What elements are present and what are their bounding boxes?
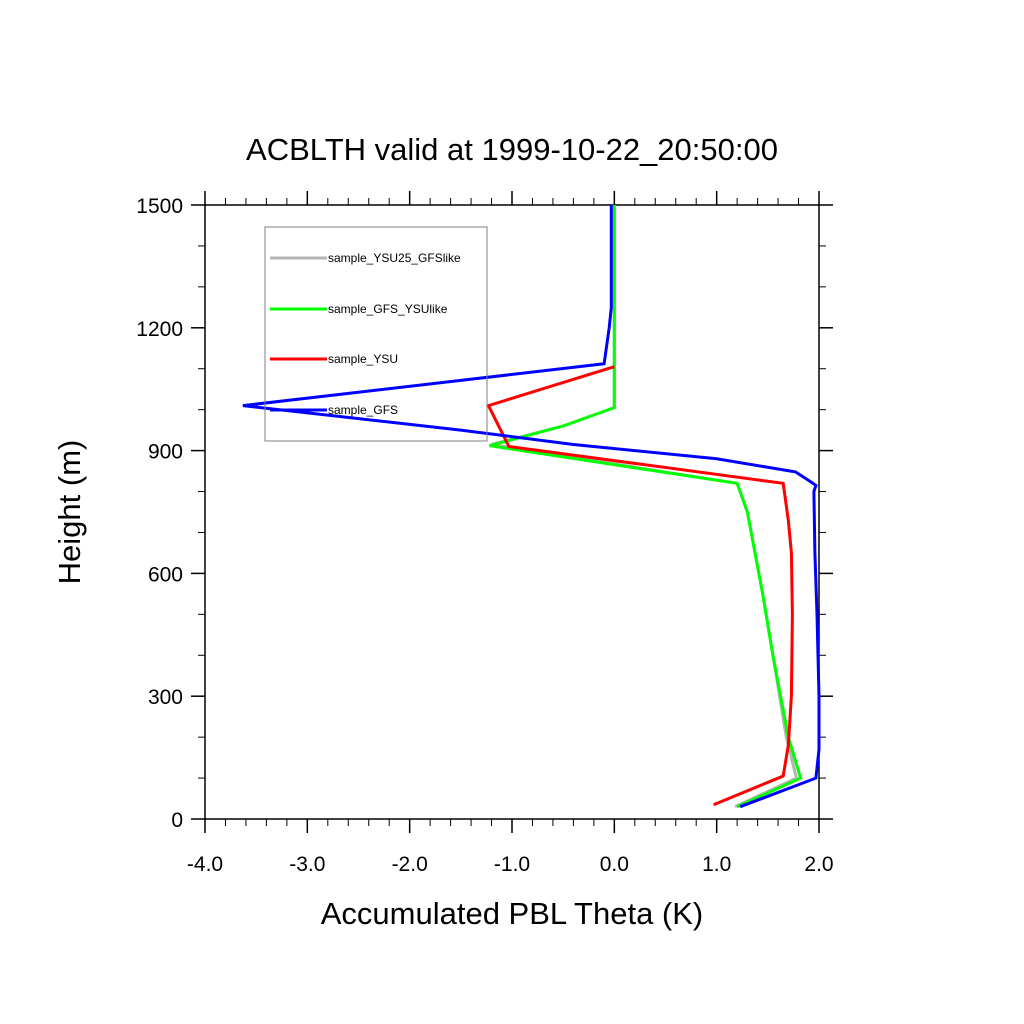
chart-title: ACBLTH valid at 1999-10-22_20:50:00 xyxy=(246,132,778,167)
series-line-sample_GFS xyxy=(242,205,821,809)
y-tick-label: 1200 xyxy=(136,318,183,341)
x-tick-labels: -4.0 -3.0 -2.0 -1.0 0.0 1.0 2.0 xyxy=(187,853,834,876)
legend: sample_YSU25_GFSlike sample_GFS_YSUlikesa… xyxy=(264,226,488,442)
series-line-sample_GFS_YSUlike xyxy=(489,205,803,809)
plot-frame xyxy=(204,204,820,820)
axis-ticks xyxy=(191,191,833,833)
y-tick-label: 300 xyxy=(148,686,183,709)
y-axis-label: Height (m) xyxy=(52,440,87,585)
x-tick-label: -2.0 xyxy=(392,853,428,876)
x-axis-label: Accumulated PBL Theta (K) xyxy=(321,896,704,931)
x-tick-label: -4.0 xyxy=(187,853,223,876)
y-tick-label: 0 xyxy=(171,809,183,832)
legend-label: sample_YSU25_GFSlike xyxy=(328,251,461,265)
x-tick-label: 0.0 xyxy=(600,853,629,876)
x-tick-label: -1.0 xyxy=(494,853,530,876)
y-tick-labels: 0 300 600 900 1200 1500 xyxy=(136,195,183,832)
y-tick-label: 1500 xyxy=(136,195,183,218)
series-line-sample_YSU xyxy=(486,365,794,807)
x-tick-label: 1.0 xyxy=(702,853,731,876)
y-tick-label: 900 xyxy=(148,441,183,464)
x-tick-label: -3.0 xyxy=(289,853,325,876)
legend-label: sample_YSU xyxy=(328,352,398,366)
x-tick-label: 2.0 xyxy=(804,853,833,876)
legend-label: sample_GFS xyxy=(328,403,398,417)
legend-label: sample_GFS_YSUlike xyxy=(328,302,448,316)
series-layer xyxy=(242,205,821,809)
y-tick-label: 600 xyxy=(148,563,183,586)
legend-box xyxy=(264,226,488,442)
series-line-sample_YSU25_GFSlike xyxy=(491,205,799,809)
